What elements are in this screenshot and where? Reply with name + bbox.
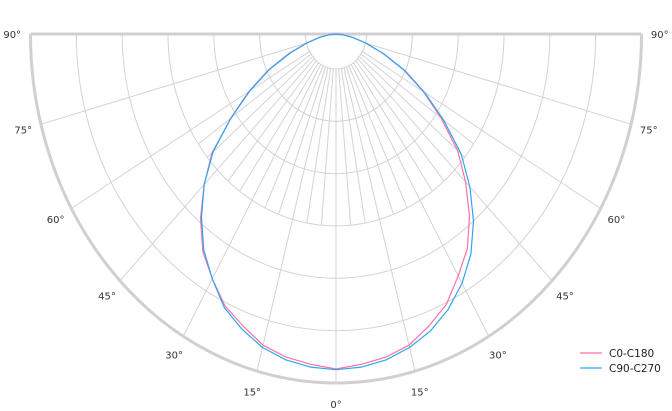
- angle-tick-label: 75°: [14, 126, 32, 137]
- series-line-c0-c180: [199, 33, 471, 370]
- legend: C0-C180 C90-C270: [580, 348, 661, 375]
- series-line-c90-c270: [200, 33, 475, 371]
- angle-tick-label: 0°: [330, 400, 341, 411]
- angle-tick-labels: 90° 75° 60° 45° 30° 15° 0° 15° 30° 45° 60° 75° 90°: [3, 30, 668, 411]
- legend-label-c0-c180: C0-C180: [609, 348, 654, 360]
- angle-tick-label: 60°: [47, 215, 65, 226]
- angle-tick-label: 90°: [651, 30, 669, 41]
- grid-ring: [259, 33, 413, 122]
- grid-spoke: [227, 60, 317, 182]
- outer-ring: [29, 33, 643, 385]
- grid-ring: [304, 33, 368, 70]
- grid-spoke: [360, 53, 474, 145]
- polar-grid: [29, 32, 643, 385]
- grid-spoke: [206, 56, 313, 158]
- grid-spoke: [340, 68, 366, 224]
- angle-tick-label: 90°: [3, 30, 21, 41]
- grid-spoke: [338, 68, 352, 226]
- grid-spoke: [198, 53, 312, 145]
- grid-spoke: [278, 66, 327, 215]
- angle-tick-label: 45°: [98, 292, 116, 303]
- grid-spoke: [359, 56, 466, 158]
- grid-spoke: [239, 62, 319, 192]
- angle-tick-label: 15°: [411, 387, 429, 398]
- grid-spoke: [320, 68, 334, 226]
- angle-tick-label: 15°: [243, 387, 261, 398]
- series-curves: [199, 33, 475, 371]
- angle-tick-label: 45°: [556, 292, 574, 303]
- angle-tick-label: 75°: [640, 126, 658, 137]
- grid-ring: [213, 33, 459, 175]
- angle-tick-label: 30°: [165, 350, 183, 361]
- grid-spoke: [345, 66, 394, 215]
- grid-ring: [167, 33, 505, 227]
- grid-spoke: [355, 60, 445, 182]
- grid-spoke: [264, 65, 324, 209]
- legend-label-c90-c270: C90-C270: [609, 363, 661, 375]
- grid-spoke: [353, 62, 433, 192]
- angle-tick-label: 60°: [608, 215, 626, 226]
- angle-tick-label: 30°: [489, 350, 507, 361]
- grid-ring: [75, 33, 597, 332]
- grid-ring: [121, 33, 551, 279]
- grid-spoke: [348, 65, 408, 209]
- grid-spoke: [306, 68, 332, 224]
